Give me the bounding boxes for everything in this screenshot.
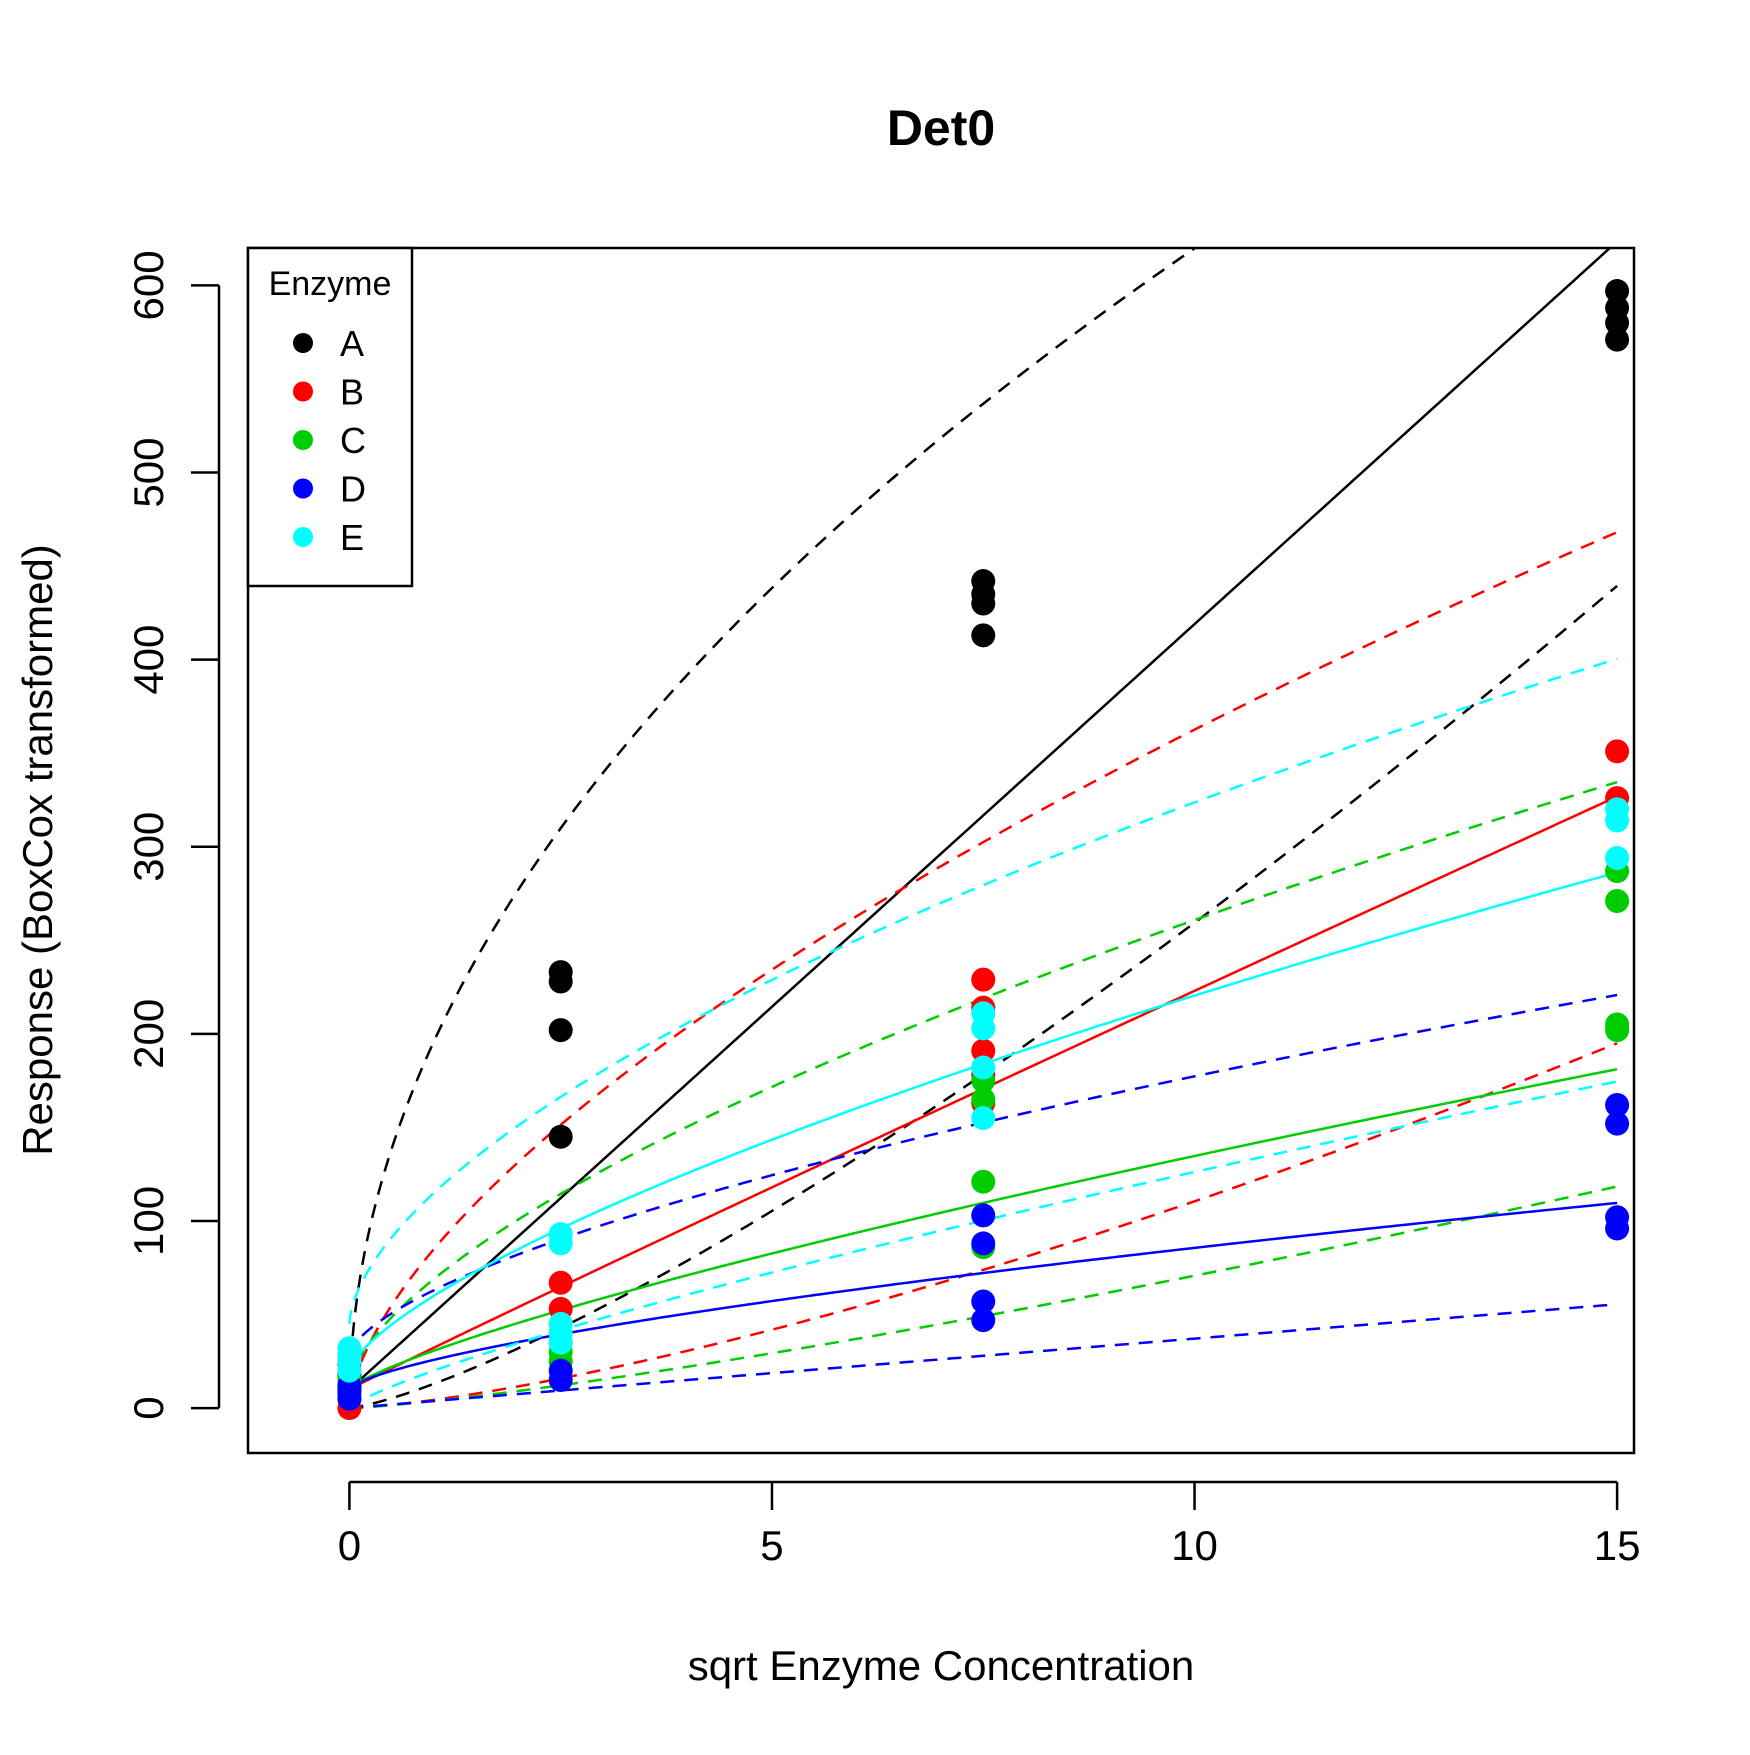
data-points [337, 279, 1630, 1421]
series-a-point [1605, 295, 1630, 320]
legend-label-a: A [340, 323, 364, 364]
x-tick-label: 15 [1594, 1522, 1641, 1569]
series-e-point [548, 1222, 573, 1247]
series-a-point [548, 1124, 573, 1149]
series-a-lower-bound [349, 584, 1618, 1410]
legend-label-d: D [340, 469, 366, 510]
series-e-point [971, 1001, 996, 1026]
series-a-point [548, 960, 573, 985]
series-c-upper-bound [348, 780, 1618, 1386]
series-d-upper-bound [348, 993, 1618, 1356]
series-d-point [971, 1231, 996, 1256]
legend-marker-d [293, 478, 313, 499]
x-tick-label: 0 [338, 1522, 361, 1569]
series-b-point [1605, 739, 1630, 764]
series-a-point [971, 569, 996, 594]
series-c-point [971, 1169, 996, 1194]
legend-label-c: C [340, 420, 366, 461]
series-c-point [1605, 1012, 1630, 1037]
series-b-point [971, 967, 996, 992]
legend-marker-b [293, 381, 313, 402]
series-d-fit-line [348, 1201, 1618, 1390]
series-d-point [548, 1358, 573, 1383]
x-axis: 0 5 10 15 [338, 1480, 1641, 1569]
series-a-point [1605, 327, 1630, 352]
y-tick-label: 200 [125, 999, 172, 1069]
series-e-point [971, 1055, 996, 1080]
series-c-point [1605, 889, 1630, 914]
y-tick-label: 300 [125, 812, 172, 882]
series-a-fit-line [348, 248, 1612, 1391]
series-a-point [548, 1018, 573, 1043]
y-axis: 0 100 200 300 400 500 600 [125, 250, 221, 1420]
x-tick-label: 5 [760, 1522, 783, 1569]
legend-label-e: E [340, 517, 364, 558]
series-e-point [337, 1336, 362, 1361]
series-a-point [971, 623, 996, 648]
legend-marker-e [293, 527, 313, 547]
series-e-point [1605, 797, 1630, 822]
series-d-lower-bound [349, 1303, 1618, 1410]
y-tick-label: 500 [125, 437, 172, 507]
series-d-point [971, 1289, 996, 1314]
series-a-point [1605, 279, 1630, 304]
fit-lines [348, 248, 1618, 1410]
series-d-point [1605, 1205, 1630, 1230]
series-e-fit-line [348, 871, 1618, 1371]
legend-title: Enzyme [269, 265, 392, 303]
series-d-point [1605, 1092, 1630, 1117]
x-tick-label: 10 [1171, 1522, 1218, 1569]
legend-marker-a [293, 333, 313, 353]
legend-box [246, 246, 414, 588]
series-d-point [1605, 1111, 1630, 1136]
y-axis-label: Response (BoxCox transformed) [14, 544, 61, 1156]
y-tick-label: 100 [125, 1186, 172, 1256]
series-b-upper-bound [348, 531, 1618, 1409]
series-c-fit-line [348, 1067, 1618, 1390]
legend-label-b: B [340, 372, 364, 413]
y-tick-label: 600 [125, 250, 172, 320]
series-e-upper-bound [348, 657, 1618, 1324]
plot-frame [246, 246, 1636, 1455]
series-e-point [1605, 845, 1630, 870]
series-e-lower-bound [348, 1080, 1618, 1409]
x-axis-label: sqrt Enzyme Concentration [688, 1642, 1195, 1689]
series-b-fit-line [348, 795, 1618, 1391]
series-e-point [971, 1106, 996, 1131]
series-d-point [971, 1308, 996, 1333]
y-tick-label: 0 [125, 1396, 172, 1419]
y-tick-label: 400 [125, 625, 172, 695]
series-d-point [971, 1203, 996, 1228]
series-b-point [548, 1270, 573, 1295]
series-a-upper-bound [348, 248, 1198, 1409]
series-c-point [971, 1087, 996, 1112]
legend-marker-c [293, 430, 313, 450]
chart-title: Det0 [887, 100, 995, 156]
series-b-point [971, 1038, 996, 1063]
series-e-point [548, 1311, 573, 1336]
